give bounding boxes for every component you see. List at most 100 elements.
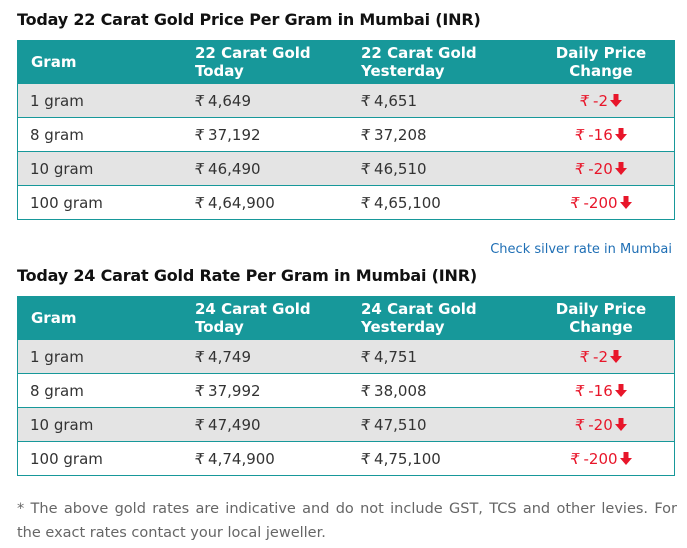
rupee-symbol: ₹: [360, 159, 371, 178]
table-row: 1 gram ₹4,749 ₹4,751 ₹ -2: [17, 339, 675, 374]
rupee-symbol: ₹: [574, 159, 585, 178]
price-change: -16: [588, 125, 613, 144]
gold-24k-table: Gram 24 Carat Gold Today 24 Carat Gold Y…: [17, 296, 675, 476]
gram-label: 100 gram: [30, 449, 103, 468]
price-yesterday: 38,008: [374, 381, 427, 400]
rupee-symbol: ₹: [194, 449, 205, 468]
cell-yesterday: ₹4,65,100: [360, 185, 528, 220]
table2-body: 1 gram ₹4,749 ₹4,751 ₹ -2 8 gram ₹37,992 ₹38,00…: [17, 339, 675, 476]
price-change: -16: [588, 381, 613, 400]
price-yesterday: 46,510: [374, 159, 427, 178]
cell-yesterday: ₹46,510: [360, 151, 528, 186]
header-yesterday-line2: Yesterday: [361, 62, 445, 80]
table-row: 1 gram ₹4,649 ₹4,651 ₹ -2: [17, 83, 675, 118]
cell-change: ₹ -16: [527, 117, 675, 152]
rupee-symbol: ₹: [579, 347, 590, 366]
rupee-symbol: ₹: [194, 347, 205, 366]
rupee-symbol: ₹: [574, 415, 585, 434]
price-change: -20: [588, 159, 613, 178]
rupee-symbol: ₹: [579, 91, 590, 110]
header-gram: Gram: [17, 296, 195, 340]
table1-title: Today 22 Carat Gold Price Per Gram in Mu…: [17, 10, 481, 29]
gram-label: 8 gram: [30, 125, 84, 144]
down-arrow-icon: [619, 195, 632, 209]
header-yesterday-line1: 22 Carat Gold: [361, 44, 477, 62]
table1-body: 1 gram ₹4,649 ₹4,651 ₹ -2 8 gram ₹37,192 ₹37,20…: [17, 83, 675, 220]
disclaimer-footnote: * The above gold rates are indicative an…: [17, 501, 677, 541]
cell-today: ₹4,649: [194, 83, 361, 118]
cell-gram: 1 gram: [17, 339, 195, 374]
table-row: 10 gram ₹47,490 ₹47,510 ₹ -20: [17, 407, 675, 442]
header-yesterday: 24 Carat Gold Yesterday: [360, 296, 528, 340]
silver-rate-link[interactable]: Check silver rate in Mumbai: [490, 242, 672, 257]
cell-yesterday: ₹4,75,100: [360, 441, 528, 476]
cell-gram: 100 gram: [17, 441, 195, 476]
cell-gram: 10 gram: [17, 151, 195, 186]
down-arrow-icon: [614, 417, 627, 431]
header-today-line2: Today: [195, 318, 244, 336]
cell-change: ₹ -20: [527, 151, 675, 186]
header-gram: Gram: [17, 40, 195, 84]
header-today-line2: Today: [195, 62, 244, 80]
cell-today: ₹47,490: [194, 407, 361, 442]
header-change: Daily Price Change: [527, 296, 675, 340]
rupee-symbol: ₹: [360, 91, 371, 110]
rupee-symbol: ₹: [569, 449, 580, 468]
rupee-symbol: ₹: [360, 125, 371, 144]
rupee-symbol: ₹: [194, 415, 205, 434]
rupee-symbol: ₹: [574, 381, 585, 400]
table-row: 100 gram ₹4,64,900 ₹4,65,100 ₹ -200: [17, 185, 675, 220]
price-change: -20: [588, 415, 613, 434]
price-yesterday: 4,75,100: [374, 449, 441, 468]
table-row: 8 gram ₹37,192 ₹37,208 ₹ -16: [17, 117, 675, 152]
cell-change: ₹ -20: [527, 407, 675, 442]
cell-gram: 8 gram: [17, 373, 195, 408]
header-today: 24 Carat Gold Today: [194, 296, 361, 340]
cell-gram: 8 gram: [17, 117, 195, 152]
price-today: 4,749: [208, 347, 251, 366]
price-today: 37,992: [208, 381, 261, 400]
cell-today: ₹4,74,900: [194, 441, 361, 476]
price-yesterday: 37,208: [374, 125, 427, 144]
rupee-symbol: ₹: [194, 381, 205, 400]
rupee-symbol: ₹: [360, 347, 371, 366]
header-today-line1: 24 Carat Gold: [195, 300, 311, 318]
down-arrow-icon: [610, 93, 622, 107]
rupee-symbol: ₹: [360, 381, 371, 400]
cell-change: ₹ -2: [527, 339, 675, 374]
gram-label: 10 gram: [30, 415, 94, 434]
header-yesterday-line1: 24 Carat Gold: [361, 300, 477, 318]
down-arrow-icon: [610, 349, 622, 363]
table-header-row: Gram 24 Carat Gold Today 24 Carat Gold Y…: [17, 296, 675, 340]
cell-yesterday: ₹4,651: [360, 83, 528, 118]
cell-change: ₹ -2: [527, 83, 675, 118]
cell-change: ₹ -200: [527, 441, 675, 476]
header-yesterday-line2: Yesterday: [361, 318, 445, 336]
down-arrow-icon: [614, 127, 627, 141]
down-arrow-icon: [619, 451, 632, 465]
cell-today: ₹4,64,900: [194, 185, 361, 220]
rupee-symbol: ₹: [194, 125, 205, 144]
header-change: Daily Price Change: [527, 40, 675, 84]
cell-yesterday: ₹37,208: [360, 117, 528, 152]
cell-yesterday: ₹38,008: [360, 373, 528, 408]
gold-22k-table: Gram 22 Carat Gold Today 22 Carat Gold Y…: [17, 40, 675, 220]
cell-yesterday: ₹47,510: [360, 407, 528, 442]
price-today: 4,74,900: [208, 449, 275, 468]
table-header-row: Gram 22 Carat Gold Today 22 Carat Gold Y…: [17, 40, 675, 84]
price-today: 47,490: [208, 415, 261, 434]
rupee-symbol: ₹: [360, 449, 371, 468]
price-change: -2: [593, 347, 608, 366]
rupee-symbol: ₹: [194, 159, 205, 178]
cell-gram: 10 gram: [17, 407, 195, 442]
cell-change: ₹ -16: [527, 373, 675, 408]
rupee-symbol: ₹: [574, 125, 585, 144]
rupee-symbol: ₹: [194, 91, 205, 110]
price-yesterday: 47,510: [374, 415, 427, 434]
price-change: -200: [583, 449, 618, 468]
gram-label: 10 gram: [30, 159, 94, 178]
down-arrow-icon: [614, 383, 627, 397]
rupee-symbol: ₹: [360, 193, 371, 212]
table-row: 10 gram ₹46,490 ₹46,510 ₹ -20: [17, 151, 675, 186]
cell-gram: 100 gram: [17, 185, 195, 220]
